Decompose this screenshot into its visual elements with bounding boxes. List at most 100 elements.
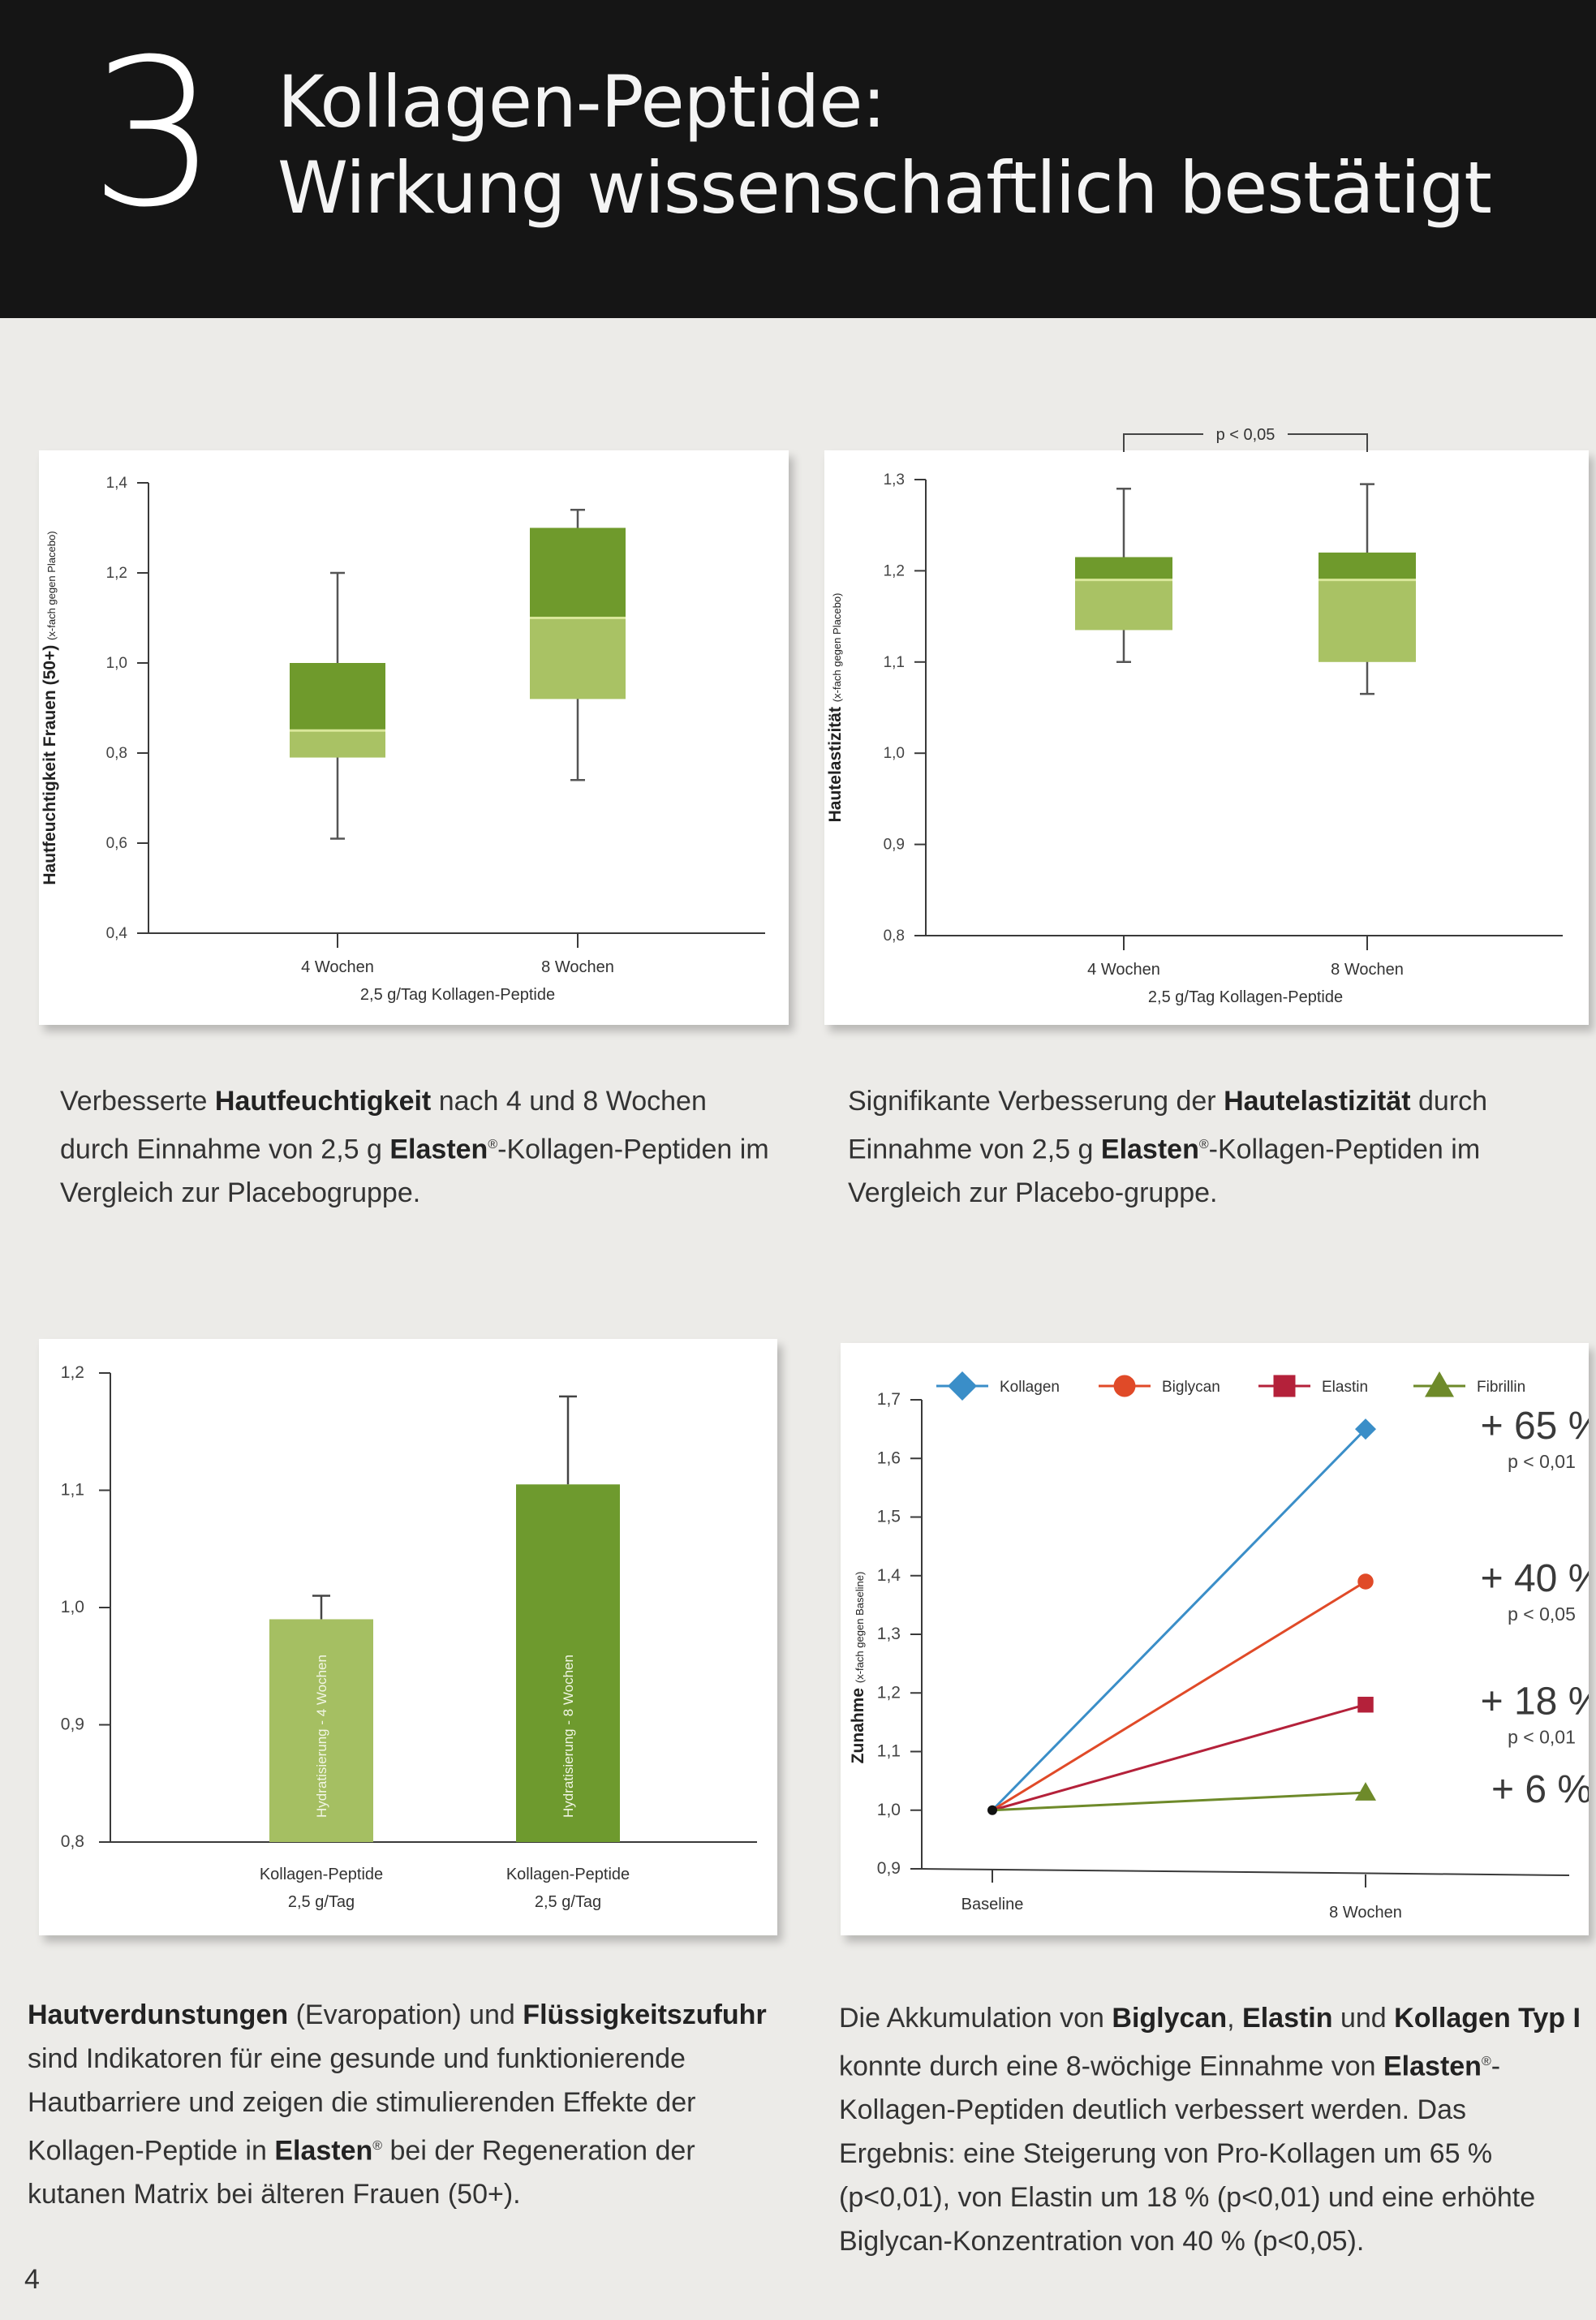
y-axis-title-main: Hautelastizität bbox=[826, 702, 845, 822]
legend-marker bbox=[1113, 1375, 1136, 1397]
chapter-number: 3 bbox=[89, 15, 219, 252]
p-value-label: p < 0,01 bbox=[1508, 1727, 1576, 1748]
significance-bracket-left bbox=[1123, 433, 1203, 452]
x-tick-label: 4 Wochen bbox=[1087, 961, 1160, 979]
caption-akkumulation: Die Akkumulation von Biglycan, Elastin u… bbox=[839, 2003, 1581, 2258]
box-upper bbox=[530, 527, 626, 618]
y-tick-label: 1,2 bbox=[877, 1683, 901, 1702]
x-tick-label: 4 Wochen bbox=[301, 958, 374, 976]
series-line bbox=[992, 1791, 1366, 1812]
bar bbox=[516, 1484, 620, 1842]
x-axis-title: 2,5 g/Tag Kollagen-Peptide bbox=[1148, 988, 1343, 1006]
change-label: + 40 % bbox=[1481, 1557, 1589, 1600]
p-value-label: p < 0,01 bbox=[1508, 1451, 1576, 1472]
y-axis-title-main: Zunahme bbox=[849, 1683, 867, 1763]
bar-chart-hautfeuchte: 0,80,91,01,11,2Veränderung Hautfeuchte (… bbox=[61, 1363, 757, 1911]
y-tick-label: 1,6 bbox=[877, 1448, 901, 1467]
legend-label: Kollagen bbox=[1000, 1379, 1060, 1396]
baseline-point bbox=[987, 1805, 997, 1815]
legend-label: Biglycan bbox=[1162, 1379, 1220, 1396]
y-tick-label: 1,0 bbox=[877, 1801, 901, 1819]
bar-label: Hydratisierung - 4 Wochen bbox=[314, 1655, 329, 1818]
y-axis-title: Zunahme (x-fach gegen Baseline) bbox=[849, 1572, 867, 1764]
chart-panel-hautfeuchte: 0,80,91,01,11,2Veränderung Hautfeuchte (… bbox=[39, 1339, 777, 1935]
bar-label: Hydratisierung - 8 Wochen bbox=[561, 1655, 576, 1818]
y-tick-label: 1,2 bbox=[884, 562, 905, 579]
y-axis-title: Hautfeuchtigkeit Frauen (50+) (x-fach ge… bbox=[41, 531, 59, 885]
y-tick-label: 0,8 bbox=[61, 1832, 84, 1851]
y-axis-title: Hautelastizität (x-fach gegen Placebo) bbox=[826, 593, 845, 823]
boxplot-hautelastizitaet: 0,8 0,9 1,0 1,1 1,2 1,3 Hautelastizität (x-fac… bbox=[826, 426, 1563, 1006]
box-lower bbox=[530, 618, 626, 699]
bar bbox=[269, 1619, 373, 1842]
x-tick-label-unit: 2,5 g/Tag bbox=[535, 1893, 601, 1911]
y-tick-label: 1,0 bbox=[106, 655, 127, 672]
y-tick-label: 1,4 bbox=[106, 475, 128, 492]
box-upper bbox=[290, 663, 385, 731]
chart-panel-zunahme: 0,9 1,0 1,1 1,2 1,3 1,4 1,5 1,6 1,7 Zunahme (x-fa… bbox=[841, 1343, 1589, 1935]
series-line bbox=[991, 1428, 1367, 1811]
y-tick-label: 0,6 bbox=[106, 835, 127, 852]
header-band: 3 Kollagen-Peptide: Wirkung wissenschaft… bbox=[0, 0, 1596, 318]
y-tick-label: 1,0 bbox=[884, 745, 905, 762]
legend-label: Fibrillin bbox=[1477, 1379, 1525, 1396]
x-tick-label: 8 Wochen bbox=[541, 958, 614, 976]
x-axis-line bbox=[921, 1868, 1570, 1876]
legend-label: Elastin bbox=[1322, 1379, 1368, 1396]
legend-marker bbox=[1273, 1375, 1296, 1397]
y-tick-label: 0,8 bbox=[106, 745, 127, 762]
significance-label: p < 0,05 bbox=[1216, 426, 1276, 444]
x-tick-label-unit: 2,5 g/Tag bbox=[288, 1893, 355, 1911]
y-tick-label: 1,3 bbox=[877, 1625, 901, 1643]
box-lower bbox=[1075, 579, 1172, 631]
y-tick-label: 1,0 bbox=[61, 1598, 84, 1616]
y-tick-label: 1,1 bbox=[61, 1481, 84, 1500]
line-chart-zunahme: 0,9 1,0 1,1 1,2 1,3 1,4 1,5 1,6 1,7 Zunahme (x-fa… bbox=[849, 1371, 1589, 1922]
y-tick-label: 0,4 bbox=[106, 925, 128, 942]
chart-panel-hautfeuchtigkeit: 0,4 0,6 0,8 1,0 1,2 1,4 Hautfeuchtigkeit Fraue… bbox=[39, 450, 789, 1025]
y-tick-label: 1,5 bbox=[877, 1508, 901, 1526]
y-axis-title-note: (x-fach gegen Placebo) bbox=[831, 593, 843, 703]
boxplot-hautfeuchtigkeit: 0,4 0,6 0,8 1,0 1,2 1,4 Hautfeuchtigkeit Fraue… bbox=[41, 475, 765, 1004]
series-marker bbox=[1357, 1573, 1374, 1590]
y-tick-label: 0,8 bbox=[884, 928, 905, 945]
box-upper bbox=[1319, 552, 1416, 580]
series-marker bbox=[1355, 1418, 1376, 1440]
y-axis-title-note: (x-fach gegen Placebo) bbox=[45, 531, 58, 640]
y-axis-title-note: (x-fach gegen Baseline) bbox=[854, 1572, 866, 1683]
series-line bbox=[992, 1703, 1366, 1812]
x-tick-label: 8 Wochen bbox=[1331, 961, 1404, 979]
legend-marker bbox=[948, 1371, 977, 1401]
y-tick-label: 0,9 bbox=[877, 1859, 901, 1878]
y-tick-label: 1,3 bbox=[884, 471, 905, 489]
y-axis-title-main: Hautfeuchtigkeit Frauen (50+) bbox=[41, 640, 59, 885]
x-tick-label: 8 Wochen bbox=[1329, 1904, 1402, 1922]
y-tick-label: 0,9 bbox=[884, 837, 905, 854]
x-tick-label: Kollagen-Peptide bbox=[260, 1866, 383, 1883]
box-lower bbox=[290, 730, 385, 758]
significance-bracket-right bbox=[1288, 433, 1368, 452]
y-tick-label: 1,1 bbox=[884, 654, 905, 671]
caption-hautelastizitaet: Signifikante Verbesserung der Hautelasti… bbox=[848, 1086, 1488, 1209]
x-tick-label: Kollagen-Peptide bbox=[506, 1866, 630, 1883]
x-axis-title: 2,5 g/Tag Kollagen-Peptide bbox=[360, 986, 555, 1004]
change-label: + 6 % bbox=[1491, 1768, 1589, 1811]
legend-marker bbox=[1425, 1371, 1454, 1397]
page-title-line-1: Kollagen-Peptide: bbox=[277, 60, 886, 144]
series-marker bbox=[1355, 1782, 1376, 1801]
x-tick-label: Baseline bbox=[961, 1896, 1024, 1913]
p-value-label: p < 0,05 bbox=[1508, 1603, 1576, 1625]
box-lower bbox=[1319, 579, 1416, 662]
y-tick-label: 1,1 bbox=[877, 1742, 901, 1761]
page-number: 4 bbox=[24, 2264, 40, 2295]
change-label: + 65 % bbox=[1481, 1405, 1589, 1448]
chart-panel-hautelastizitaet: 0,8 0,9 1,0 1,1 1,2 1,3 Hautelastizität (x-fac… bbox=[824, 426, 1589, 1025]
change-label: + 18 % bbox=[1481, 1681, 1589, 1724]
caption-hautverdunstungen: Hautverdunstungen (Evaropation) und Flüs… bbox=[28, 1999, 767, 2210]
series-line bbox=[992, 1580, 1366, 1812]
page-title-line-2: Wirkung wissenschaftlich bestätigt bbox=[277, 146, 1492, 230]
series-marker bbox=[1357, 1696, 1374, 1713]
y-tick-label: 1,7 bbox=[877, 1390, 901, 1409]
y-tick-label: 1,4 bbox=[877, 1566, 901, 1585]
y-tick-label: 0,9 bbox=[61, 1715, 84, 1734]
